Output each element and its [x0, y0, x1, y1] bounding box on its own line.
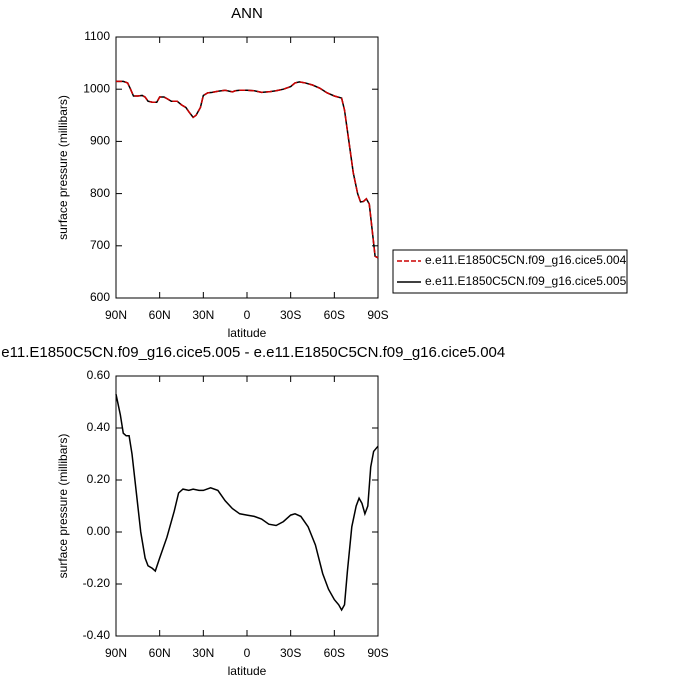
x-tick-label: 60S — [324, 308, 345, 322]
x-tick-label: 0 — [244, 308, 251, 322]
y-tick-label: 0.40 — [87, 420, 111, 434]
y-tick-label: 900 — [90, 134, 110, 148]
data-line — [116, 80, 379, 259]
plot-frame — [115, 36, 379, 299]
y-tick-label: 0.00 — [87, 524, 111, 538]
x-tick-label: 0 — [244, 646, 251, 660]
plot-frame — [115, 375, 379, 637]
x-tick-label: 60N — [149, 646, 171, 660]
y-tick-label: 1000 — [83, 81, 110, 95]
y-tick-label: 600 — [90, 290, 110, 304]
x-tick-label: 30S — [280, 308, 301, 322]
chart-title: ANN — [231, 5, 263, 22]
legend-box — [392, 249, 628, 294]
legend-label: e.e11.E1850C5CN.f09_g16.cice5.005 — [425, 274, 627, 288]
x-axis-label: latitude — [228, 664, 267, 678]
x-tick-label: 90S — [367, 308, 388, 322]
y-tick-label: -0.40 — [83, 628, 111, 642]
x-tick-label: 30S — [280, 646, 301, 660]
y-tick-label: 1100 — [84, 29, 110, 43]
x-tick-label: 60N — [149, 308, 171, 322]
x-tick-label: 90N — [105, 308, 127, 322]
y-axis-label: surface pressure (millibars) — [56, 434, 70, 579]
legend-label: e.e11.E1850C5CN.f09_g16.cice5.004 — [425, 253, 627, 267]
y-tick-label: 800 — [90, 186, 110, 200]
y-tick-label: 700 — [90, 238, 110, 252]
data-line — [115, 394, 379, 612]
x-tick-label: 30N — [192, 646, 214, 660]
x-tick-label: 30N — [192, 308, 214, 322]
x-tick-label: 90S — [367, 646, 388, 660]
y-axis-label: surface pressure (millibars) — [56, 95, 70, 240]
y-tick-label: 0.60 — [87, 368, 111, 382]
data-line — [116, 80, 379, 259]
x-tick-label: 90N — [105, 646, 127, 660]
x-axis-label: latitude — [228, 326, 267, 340]
subtitle: e.e11.E1850C5CN.f09_g16.cice5.005 - e.e1… — [0, 344, 505, 361]
y-tick-label: 0.20 — [87, 472, 111, 486]
x-tick-label: 60S — [324, 646, 345, 660]
y-tick-label: -0.20 — [83, 576, 111, 590]
